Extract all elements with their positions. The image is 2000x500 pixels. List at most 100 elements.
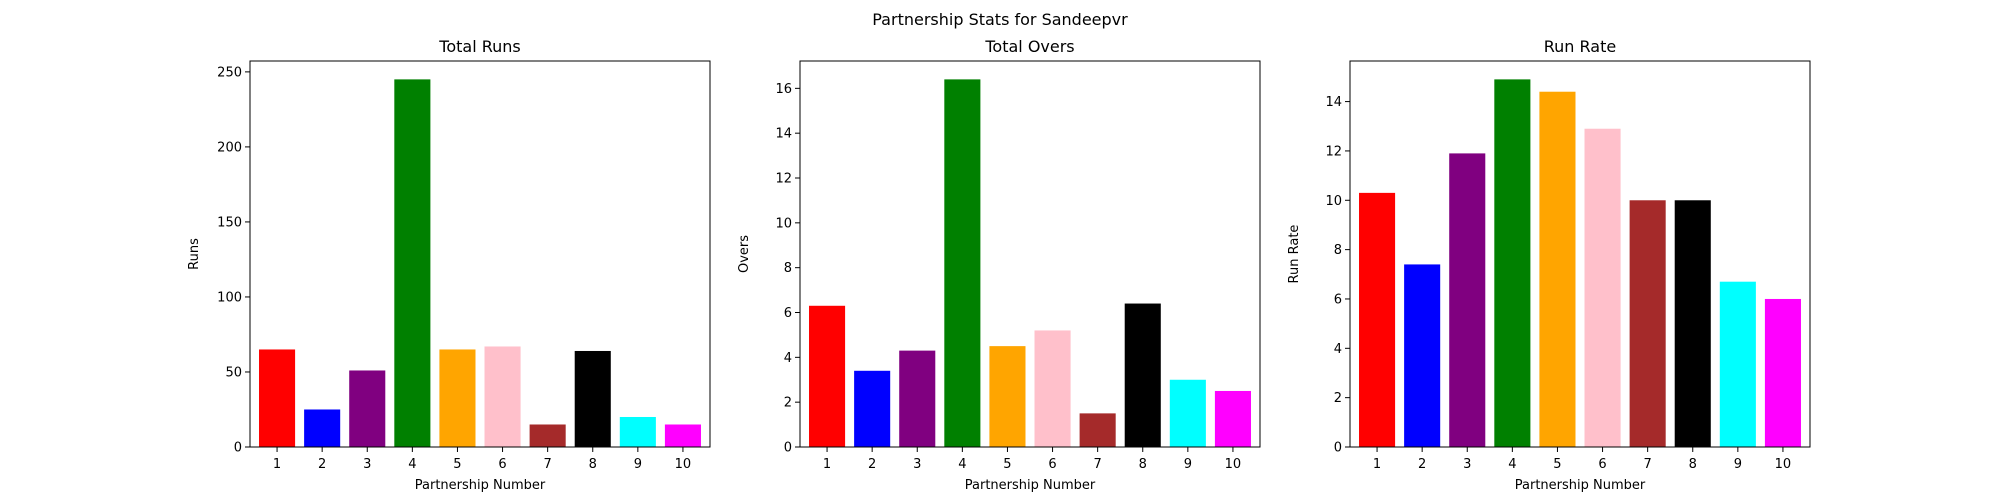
- x-tick-label: 8: [1139, 457, 1147, 472]
- x-tick-label: 2: [868, 457, 876, 472]
- x-tick-label: 8: [1689, 457, 1697, 472]
- y-tick-label: 6: [784, 306, 792, 321]
- bar-2: [1404, 264, 1441, 447]
- bar-7: [1629, 200, 1666, 447]
- y-tick-label: 2: [1334, 391, 1342, 406]
- bar-10: [1764, 298, 1801, 447]
- bar-4: [1494, 79, 1531, 447]
- x-tick-label: 6: [498, 457, 506, 472]
- chart-title: Total Runs: [438, 37, 520, 56]
- axes-frame: [799, 60, 1261, 448]
- y-tick-label: 12: [775, 172, 792, 187]
- y-axis-label: Run Rate: [1287, 225, 1302, 284]
- bar-7: [1079, 413, 1116, 447]
- axes-frame: [1349, 60, 1811, 448]
- y-tick-label: 100: [217, 290, 242, 305]
- y-tick-label: 8: [1334, 243, 1342, 258]
- bar-4: [944, 79, 981, 447]
- bar-8: [574, 350, 611, 447]
- bar-3: [349, 370, 386, 447]
- y-tick-label: 150: [217, 215, 242, 230]
- x-tick-label: 2: [1418, 457, 1426, 472]
- x-tick-label: 7: [1094, 457, 1102, 472]
- y-tick-label: 50: [225, 365, 242, 380]
- bar-8: [1124, 303, 1161, 447]
- x-tick-label: 6: [1598, 457, 1606, 472]
- y-tick-label: 4: [1334, 342, 1342, 357]
- x-tick-label: 3: [363, 457, 371, 472]
- axes-frame: [249, 60, 711, 448]
- y-tick-label: 8: [784, 261, 792, 276]
- bar-5: [989, 346, 1026, 447]
- y-axis-label: Runs: [187, 238, 202, 270]
- x-axis-label: Partnership Number: [1515, 478, 1646, 493]
- x-tick-label: 3: [1463, 457, 1471, 472]
- x-tick-label: 4: [408, 457, 416, 472]
- x-tick-label: 9: [1734, 457, 1742, 472]
- x-tick-label: 10: [1775, 457, 1792, 472]
- bar-2: [304, 409, 341, 447]
- y-tick-label: 4: [784, 351, 792, 366]
- y-tick-label: 2: [784, 396, 792, 411]
- chart-title: Run Rate: [1544, 37, 1616, 56]
- x-tick-label: 1: [273, 457, 281, 472]
- y-axis-label: Overs: [737, 235, 752, 273]
- bar-10: [664, 424, 701, 447]
- bar-6: [1034, 330, 1071, 447]
- x-tick-label: 9: [634, 457, 642, 472]
- bar-8: [1674, 200, 1711, 447]
- x-tick-label: 5: [453, 457, 461, 472]
- bar-1: [809, 305, 846, 447]
- y-tick-label: 250: [217, 65, 242, 80]
- bar-6: [484, 346, 521, 447]
- y-tick-label: 10: [775, 216, 792, 231]
- x-tick-label: 7: [544, 457, 552, 472]
- figure-suptitle: Partnership Stats for Sandeepvr: [872, 10, 1128, 29]
- bar-7: [529, 424, 566, 447]
- y-tick-label: 6: [1334, 292, 1342, 307]
- y-tick-label: 0: [784, 441, 792, 456]
- y-tick-label: 10: [1325, 194, 1342, 209]
- bar-3: [899, 350, 936, 447]
- bar-9: [1719, 281, 1756, 447]
- y-tick-label: 16: [775, 82, 792, 97]
- y-tick-label: 200: [217, 140, 242, 155]
- x-tick-label: 10: [1225, 457, 1242, 472]
- x-tick-label: 1: [1373, 457, 1381, 472]
- x-tick-label: 1: [823, 457, 831, 472]
- x-tick-label: 7: [1644, 457, 1652, 472]
- x-tick-label: 4: [958, 457, 966, 472]
- bar-3: [1449, 153, 1486, 448]
- chart-title: Total Overs: [984, 37, 1074, 56]
- x-axis-label: Partnership Number: [415, 478, 546, 493]
- x-tick-label: 3: [913, 457, 921, 472]
- bar-6: [1584, 128, 1621, 448]
- x-tick-label: 5: [1553, 457, 1561, 472]
- x-tick-label: 10: [675, 457, 692, 472]
- bar-9: [619, 416, 656, 447]
- x-tick-label: 5: [1003, 457, 1011, 472]
- bar-1: [1359, 192, 1396, 447]
- bar-2: [854, 370, 891, 447]
- bar-10: [1214, 390, 1251, 447]
- y-tick-label: 0: [1334, 441, 1342, 456]
- bar-5: [439, 349, 476, 447]
- y-tick-label: 0: [234, 441, 242, 456]
- y-tick-label: 14: [1325, 95, 1342, 110]
- x-tick-label: 4: [1508, 457, 1516, 472]
- x-axis-label: Partnership Number: [965, 478, 1096, 493]
- x-tick-label: 2: [318, 457, 326, 472]
- y-tick-label: 12: [1325, 144, 1342, 159]
- x-tick-label: 8: [589, 457, 597, 472]
- x-tick-label: 6: [1048, 457, 1056, 472]
- bar-9: [1169, 379, 1206, 447]
- x-tick-label: 9: [1184, 457, 1192, 472]
- y-tick-label: 14: [775, 127, 792, 142]
- bar-5: [1539, 91, 1576, 447]
- bar-1: [259, 349, 296, 447]
